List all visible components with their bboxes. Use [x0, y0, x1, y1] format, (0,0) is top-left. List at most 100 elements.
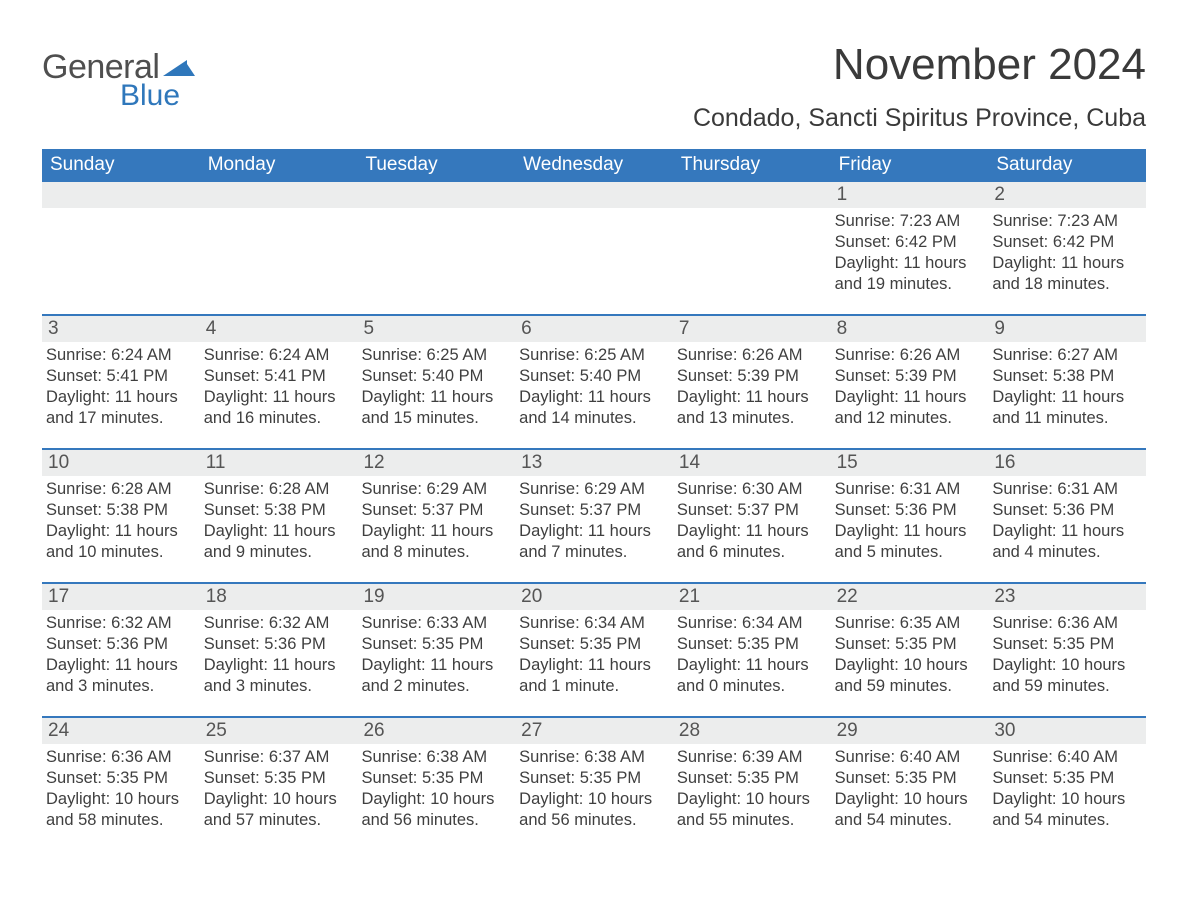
header: General Blue November 2024 Condado, Sanc… [42, 30, 1146, 143]
calendar-cell: 9Sunrise: 6:27 AMSunset: 5:38 PMDaylight… [988, 316, 1146, 448]
sunset-text: Sunset: 5:41 PM [204, 366, 354, 387]
sunset-text: Sunset: 5:37 PM [677, 500, 827, 521]
calendar-week: 24Sunrise: 6:36 AMSunset: 5:35 PMDayligh… [42, 716, 1146, 850]
title-block: November 2024 Condado, Sancti Spiritus P… [693, 30, 1146, 143]
day-number: 8 [831, 316, 989, 342]
calendar-week: 3Sunrise: 6:24 AMSunset: 5:41 PMDaylight… [42, 314, 1146, 448]
day-info: Sunrise: 6:28 AMSunset: 5:38 PMDaylight:… [200, 476, 358, 571]
sunset-text: Sunset: 5:35 PM [835, 634, 985, 655]
sunrise-text: Sunrise: 6:29 AM [361, 479, 511, 500]
day-number: 27 [515, 718, 673, 744]
day-info: Sunrise: 6:33 AMSunset: 5:35 PMDaylight:… [357, 610, 515, 705]
day-number: 7 [673, 316, 831, 342]
calendar-cell [357, 182, 515, 314]
calendar-cell: 8Sunrise: 6:26 AMSunset: 5:39 PMDaylight… [831, 316, 989, 448]
day-number: 15 [831, 450, 989, 476]
day-number: 20 [515, 584, 673, 610]
location-subtitle: Condado, Sancti Spiritus Province, Cuba [693, 104, 1146, 133]
sunrise-text: Sunrise: 6:36 AM [992, 613, 1142, 634]
day-info: Sunrise: 6:27 AMSunset: 5:38 PMDaylight:… [988, 342, 1146, 437]
dow-header: Sunday [42, 149, 200, 182]
sunrise-text: Sunrise: 6:32 AM [204, 613, 354, 634]
day-info: Sunrise: 6:26 AMSunset: 5:39 PMDaylight:… [673, 342, 831, 437]
daylight-text: Daylight: 11 hours and 2 minutes. [361, 655, 511, 697]
day-number [515, 182, 673, 208]
daylight-text: Daylight: 10 hours and 54 minutes. [835, 789, 985, 831]
sunrise-text: Sunrise: 6:33 AM [361, 613, 511, 634]
day-info: Sunrise: 7:23 AMSunset: 6:42 PMDaylight:… [988, 208, 1146, 303]
calendar-cell: 16Sunrise: 6:31 AMSunset: 5:36 PMDayligh… [988, 450, 1146, 582]
calendar-cell: 29Sunrise: 6:40 AMSunset: 5:35 PMDayligh… [831, 718, 989, 850]
daylight-text: Daylight: 10 hours and 55 minutes. [677, 789, 827, 831]
calendar-cell: 21Sunrise: 6:34 AMSunset: 5:35 PMDayligh… [673, 584, 831, 716]
day-info: Sunrise: 6:26 AMSunset: 5:39 PMDaylight:… [831, 342, 989, 437]
daylight-text: Daylight: 10 hours and 58 minutes. [46, 789, 196, 831]
sunset-text: Sunset: 5:35 PM [835, 768, 985, 789]
daylight-text: Daylight: 11 hours and 5 minutes. [835, 521, 985, 563]
day-info: Sunrise: 6:29 AMSunset: 5:37 PMDaylight:… [515, 476, 673, 571]
dow-header: Thursday [673, 149, 831, 182]
day-number: 28 [673, 718, 831, 744]
daylight-text: Daylight: 10 hours and 54 minutes. [992, 789, 1142, 831]
day-number: 29 [831, 718, 989, 744]
day-number: 5 [357, 316, 515, 342]
sunrise-text: Sunrise: 6:25 AM [361, 345, 511, 366]
day-info: Sunrise: 6:32 AMSunset: 5:36 PMDaylight:… [42, 610, 200, 705]
calendar-cell [673, 182, 831, 314]
calendar-week: 1Sunrise: 7:23 AMSunset: 6:42 PMDaylight… [42, 182, 1146, 314]
day-info: Sunrise: 6:35 AMSunset: 5:35 PMDaylight:… [831, 610, 989, 705]
sunrise-text: Sunrise: 6:40 AM [992, 747, 1142, 768]
calendar-cell: 5Sunrise: 6:25 AMSunset: 5:40 PMDaylight… [357, 316, 515, 448]
day-number: 12 [357, 450, 515, 476]
calendar-cell: 18Sunrise: 6:32 AMSunset: 5:36 PMDayligh… [200, 584, 358, 716]
day-number: 2 [988, 182, 1146, 208]
day-number: 9 [988, 316, 1146, 342]
dow-header: Wednesday [515, 149, 673, 182]
day-number: 10 [42, 450, 200, 476]
sunset-text: Sunset: 5:36 PM [992, 500, 1142, 521]
sunset-text: Sunset: 5:35 PM [992, 768, 1142, 789]
sunrise-text: Sunrise: 6:24 AM [46, 345, 196, 366]
sunrise-text: Sunrise: 6:26 AM [677, 345, 827, 366]
day-info: Sunrise: 6:24 AMSunset: 5:41 PMDaylight:… [200, 342, 358, 437]
sunset-text: Sunset: 6:42 PM [992, 232, 1142, 253]
day-info: Sunrise: 7:23 AMSunset: 6:42 PMDaylight:… [831, 208, 989, 303]
day-number: 18 [200, 584, 358, 610]
day-number: 6 [515, 316, 673, 342]
sunrise-text: Sunrise: 6:32 AM [46, 613, 196, 634]
daylight-text: Daylight: 11 hours and 16 minutes. [204, 387, 354, 429]
day-number: 17 [42, 584, 200, 610]
daylight-text: Daylight: 11 hours and 4 minutes. [992, 521, 1142, 563]
daylight-text: Daylight: 11 hours and 7 minutes. [519, 521, 669, 563]
calendar-cell: 3Sunrise: 6:24 AMSunset: 5:41 PMDaylight… [42, 316, 200, 448]
sunset-text: Sunset: 5:40 PM [519, 366, 669, 387]
days-of-week-header: SundayMondayTuesdayWednesdayThursdayFrid… [42, 149, 1146, 182]
calendar-cell: 6Sunrise: 6:25 AMSunset: 5:40 PMDaylight… [515, 316, 673, 448]
day-info: Sunrise: 6:31 AMSunset: 5:36 PMDaylight:… [988, 476, 1146, 571]
sunset-text: Sunset: 5:35 PM [677, 768, 827, 789]
daylight-text: Daylight: 11 hours and 3 minutes. [204, 655, 354, 697]
calendar-cell: 1Sunrise: 7:23 AMSunset: 6:42 PMDaylight… [831, 182, 989, 314]
dow-header: Monday [200, 149, 358, 182]
calendar-cell: 2Sunrise: 7:23 AMSunset: 6:42 PMDaylight… [988, 182, 1146, 314]
sunset-text: Sunset: 5:36 PM [204, 634, 354, 655]
day-info: Sunrise: 6:32 AMSunset: 5:36 PMDaylight:… [200, 610, 358, 705]
day-info: Sunrise: 6:34 AMSunset: 5:35 PMDaylight:… [515, 610, 673, 705]
day-info: Sunrise: 6:39 AMSunset: 5:35 PMDaylight:… [673, 744, 831, 839]
sunrise-text: Sunrise: 6:34 AM [519, 613, 669, 634]
daylight-text: Daylight: 11 hours and 11 minutes. [992, 387, 1142, 429]
day-number: 14 [673, 450, 831, 476]
sunrise-text: Sunrise: 6:31 AM [835, 479, 985, 500]
daylight-text: Daylight: 11 hours and 15 minutes. [361, 387, 511, 429]
daylight-text: Daylight: 10 hours and 56 minutes. [519, 789, 669, 831]
calendar-cell: 14Sunrise: 6:30 AMSunset: 5:37 PMDayligh… [673, 450, 831, 582]
sunrise-text: Sunrise: 6:31 AM [992, 479, 1142, 500]
sunset-text: Sunset: 5:37 PM [519, 500, 669, 521]
calendar-cell: 12Sunrise: 6:29 AMSunset: 5:37 PMDayligh… [357, 450, 515, 582]
brand-logo: General Blue [42, 48, 195, 113]
day-info: Sunrise: 6:40 AMSunset: 5:35 PMDaylight:… [831, 744, 989, 839]
day-number [200, 182, 358, 208]
dow-header: Friday [831, 149, 989, 182]
day-number: 1 [831, 182, 989, 208]
sunset-text: Sunset: 5:39 PM [835, 366, 985, 387]
